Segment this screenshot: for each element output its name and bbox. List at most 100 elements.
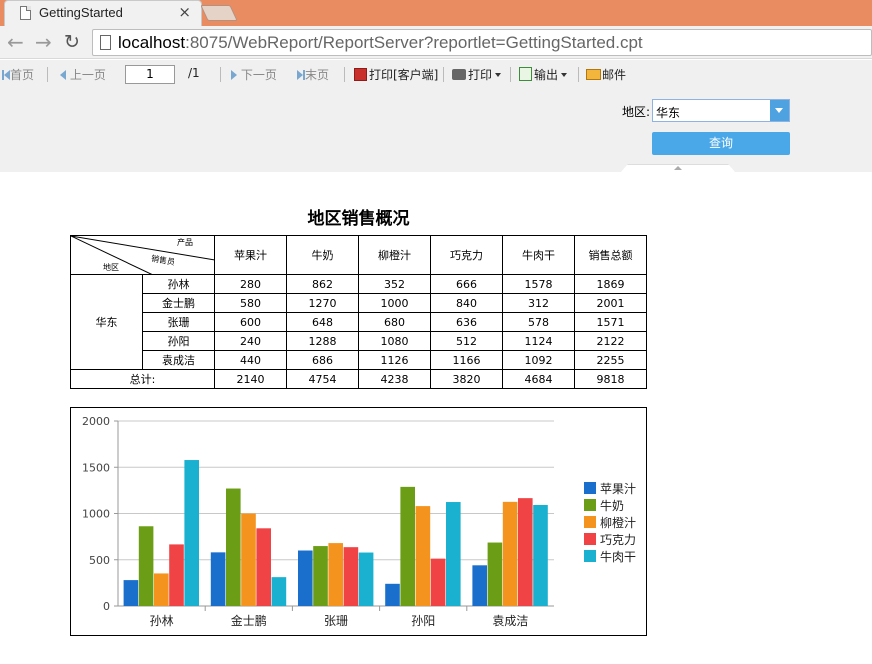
parameter-panel: 地区: 华东 查询 bbox=[0, 88, 872, 172]
bar bbox=[487, 542, 503, 606]
total-cell: 4684 bbox=[502, 369, 575, 389]
value-cell: 580 bbox=[214, 293, 287, 313]
x-tick-label: 张珊 bbox=[324, 614, 348, 628]
print-client-button[interactable]: 打印[客户端] bbox=[354, 66, 438, 83]
prev-page-button[interactable]: 上一页 bbox=[60, 66, 106, 83]
chevron-down-icon[interactable] bbox=[770, 100, 789, 121]
new-tab-button[interactable] bbox=[200, 5, 238, 21]
bar bbox=[385, 583, 400, 606]
separator bbox=[578, 67, 579, 82]
next-page-label: 下一页 bbox=[240, 68, 277, 82]
value-cell: 636 bbox=[430, 312, 503, 332]
prev-page-icon bbox=[60, 70, 66, 80]
x-tick-label: 袁成洁 bbox=[492, 614, 528, 628]
total-cell: 9818 bbox=[574, 369, 647, 389]
export-button[interactable]: 输出 bbox=[519, 66, 568, 83]
region-param-label: 地区: bbox=[622, 105, 651, 119]
legend-swatch bbox=[584, 482, 596, 494]
query-button[interactable]: 查询 bbox=[652, 132, 790, 155]
page-icon bbox=[20, 6, 31, 20]
chevron-down-icon bbox=[495, 73, 502, 77]
value-cell: 240 bbox=[214, 331, 287, 351]
x-tick-label: 孙林 bbox=[150, 614, 174, 628]
close-icon[interactable]: × bbox=[178, 3, 191, 21]
x-tick-label: 孙阳 bbox=[411, 614, 435, 628]
bar bbox=[343, 547, 359, 606]
total-sales-cell: 1571 bbox=[574, 312, 647, 332]
region-select[interactable]: 华东 bbox=[652, 99, 790, 122]
legend-label: 牛肉干 bbox=[600, 549, 636, 564]
bar bbox=[518, 498, 533, 606]
bar bbox=[271, 577, 287, 606]
column-header: 牛奶 bbox=[286, 235, 359, 275]
address-bar[interactable]: localhost:8075/WebReport/ReportServer?re… bbox=[92, 29, 872, 56]
url-text: localhost:8075/WebReport/ReportServer?re… bbox=[118, 33, 643, 53]
salesperson-cell: 张珊 bbox=[142, 312, 215, 332]
value-cell: 1000 bbox=[358, 293, 431, 313]
bar bbox=[298, 550, 313, 606]
value-cell: 686 bbox=[286, 350, 359, 370]
corner-region-label: 地区 bbox=[103, 263, 119, 272]
bar bbox=[328, 543, 343, 606]
report-title: 地区销售概况 bbox=[307, 209, 410, 229]
y-tick-label: 1500 bbox=[82, 461, 110, 474]
region-select-value: 华东 bbox=[656, 106, 681, 120]
legend-swatch bbox=[584, 533, 596, 545]
legend-label: 牛奶 bbox=[600, 498, 624, 513]
back-arrow-icon[interactable]: ← bbox=[7, 30, 24, 54]
collapse-panel-button[interactable] bbox=[621, 164, 735, 172]
sales-table: 产品 销售员 地区 苹果汁 牛奶 柳橙汁 巧克力 牛肉干 销售总额 华东 孙林 … bbox=[70, 235, 647, 389]
value-cell: 840 bbox=[430, 293, 503, 313]
bar bbox=[430, 558, 446, 606]
total-cell: 4238 bbox=[358, 369, 431, 389]
table-row: 金士鹏 580 1270 1000 840 312 2001 bbox=[71, 293, 647, 313]
separator bbox=[47, 67, 48, 82]
column-header: 牛肉干 bbox=[502, 235, 575, 275]
bar bbox=[138, 526, 154, 606]
region-cell: 华东 bbox=[70, 274, 143, 370]
legend-swatch bbox=[584, 499, 596, 511]
bar bbox=[256, 528, 271, 606]
value-cell: 1124 bbox=[502, 331, 575, 351]
chevron-down-icon bbox=[561, 73, 568, 77]
page-total: /1 bbox=[188, 66, 200, 80]
value-cell: 578 bbox=[502, 312, 575, 332]
bar bbox=[154, 573, 169, 606]
legend-label: 苹果汁 bbox=[600, 482, 636, 496]
first-page-button[interactable]: 首页 bbox=[2, 66, 34, 83]
browser-tab[interactable]: GettingStarted × bbox=[4, 0, 202, 26]
value-cell: 1166 bbox=[430, 350, 503, 370]
next-page-button[interactable]: 下一页 bbox=[231, 66, 277, 83]
page-icon bbox=[100, 35, 111, 50]
mail-button[interactable]: 邮件 bbox=[586, 66, 626, 83]
salesperson-cell: 孙阳 bbox=[142, 331, 215, 351]
last-page-button[interactable]: 末页 bbox=[297, 66, 329, 83]
column-header: 苹果汁 bbox=[214, 235, 287, 275]
value-cell: 666 bbox=[430, 274, 503, 294]
reload-icon[interactable]: ↻ bbox=[64, 31, 80, 53]
export-label: 输出 bbox=[534, 68, 559, 82]
value-cell: 312 bbox=[502, 293, 575, 313]
print-button[interactable]: 打印 bbox=[452, 66, 502, 83]
forward-arrow-icon[interactable]: → bbox=[35, 30, 52, 54]
table-total-row: 总计: 2140 4754 4238 3820 4684 9818 bbox=[70, 369, 647, 389]
first-page-label: 首页 bbox=[10, 68, 35, 82]
value-cell: 440 bbox=[214, 350, 287, 370]
total-sales-cell: 2001 bbox=[574, 293, 647, 313]
report-toolbar: 首页 上一页 1 /1 下一页 末页 打印[客户端] 打印 输出 邮件 bbox=[0, 60, 872, 88]
total-cell: 4754 bbox=[286, 369, 359, 389]
page-number-input[interactable]: 1 bbox=[125, 65, 175, 84]
value-cell: 1270 bbox=[286, 293, 359, 313]
bar bbox=[502, 501, 518, 606]
value-cell: 1126 bbox=[358, 350, 431, 370]
corner-header-cell: 产品 销售员 地区 bbox=[70, 235, 215, 275]
pdf-print-icon bbox=[354, 68, 367, 81]
salesperson-cell: 孙林 bbox=[142, 274, 215, 294]
value-cell: 1578 bbox=[502, 274, 575, 294]
y-tick-label: 0 bbox=[103, 600, 110, 613]
url-host: localhost bbox=[118, 33, 186, 52]
last-page-icon bbox=[297, 70, 303, 80]
x-tick-label: 金士鹏 bbox=[231, 613, 267, 628]
total-label-cell: 总计: bbox=[70, 369, 215, 389]
total-sales-cell: 1869 bbox=[574, 274, 647, 294]
